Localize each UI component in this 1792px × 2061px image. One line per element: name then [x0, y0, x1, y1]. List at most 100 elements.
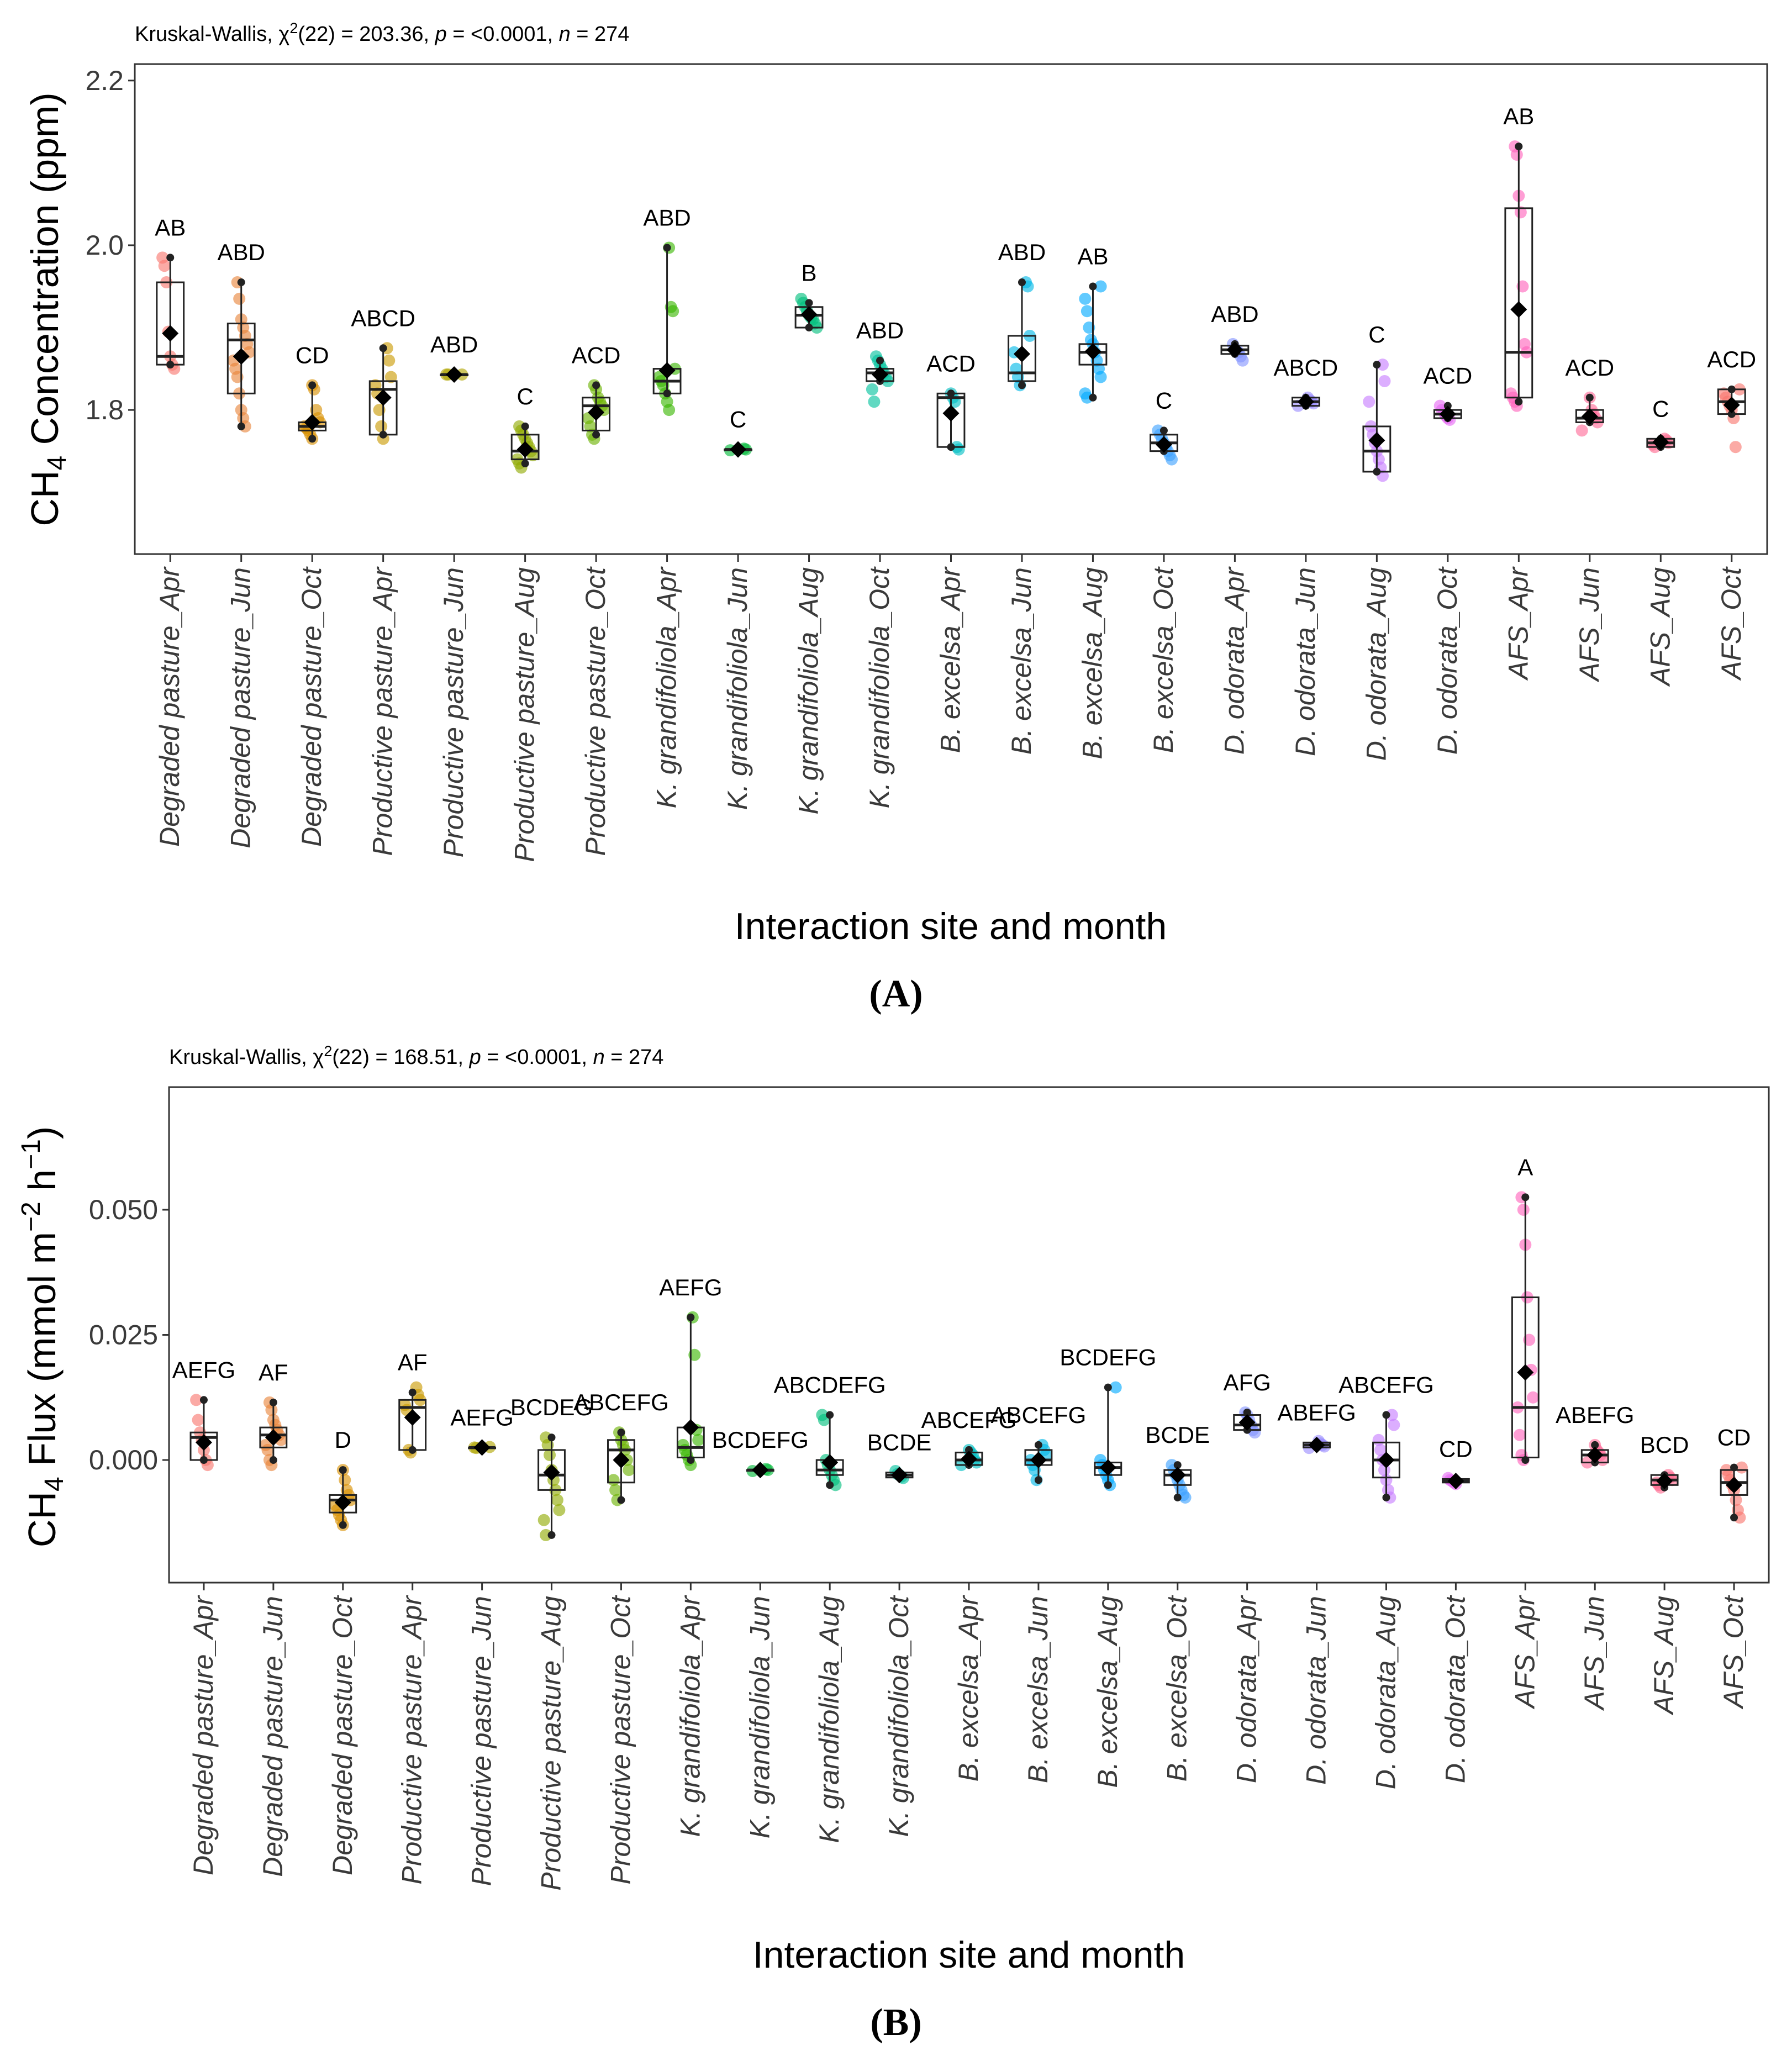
- whisker-min-point: [826, 1481, 834, 1489]
- whisker-max-point: [1089, 282, 1097, 291]
- x-tick-label: Degraded pasture_Oct: [327, 1595, 358, 1875]
- x-axis-label-a: Interaction site and month: [735, 905, 1167, 947]
- category-group: AEFG: [450, 1404, 514, 1456]
- x-tick-label: AFS_Jun: [1579, 1596, 1610, 1711]
- category-group: ACD: [1707, 346, 1756, 454]
- data-point: [1079, 292, 1092, 305]
- mean-marker: [1378, 1452, 1395, 1469]
- data-point: [1166, 453, 1178, 466]
- category-group: ABCEFG: [573, 1389, 669, 1506]
- x-tick-label: Productive pasture_Oct: [580, 566, 611, 856]
- category-group: ABCD: [1274, 355, 1338, 412]
- data-point: [551, 1494, 563, 1506]
- mean-marker: [682, 1419, 699, 1436]
- category-group: C: [510, 383, 540, 474]
- x-tick-label: AFS_Oct: [1718, 1595, 1749, 1710]
- whisker-min-point: [1089, 393, 1097, 402]
- mean-marker: [752, 1462, 769, 1479]
- data-point: [1363, 396, 1375, 408]
- mean-marker: [1099, 1459, 1116, 1476]
- x-tick-label: B. excelsa_Jun: [1006, 567, 1037, 755]
- significance-letters: CD: [296, 342, 329, 368]
- data-point: [537, 1514, 550, 1526]
- significance-letters: ABCEFG: [991, 1402, 1087, 1428]
- significance-letters: AFG: [1223, 1369, 1271, 1395]
- x-tick-label: K. grandifoliola_Oct: [883, 1595, 914, 1837]
- category-group: CD: [296, 342, 329, 445]
- whisker-min-point: [379, 430, 387, 439]
- data-point: [952, 443, 965, 456]
- data-point: [544, 1448, 556, 1461]
- significance-letters: ACD: [1424, 363, 1473, 389]
- iqr-box: [582, 397, 611, 431]
- category-group: BCDE: [1145, 1422, 1210, 1504]
- significance-letters: BCD: [1640, 1432, 1689, 1458]
- mean-marker: [872, 366, 889, 383]
- whisker-max-point: [1018, 278, 1026, 287]
- mean-marker: [1517, 1364, 1534, 1381]
- iqr-box: [537, 1449, 566, 1491]
- x-tick-label: Productive pasture_Jun: [466, 1596, 497, 1886]
- marks-a: AB ABD CD ABCD ABD C ACD ABD C B ABD ACD ABD AB C ABD AB…: [155, 103, 1756, 482]
- category-group: ACD: [926, 350, 976, 456]
- whisker-max-point: [1727, 385, 1736, 393]
- whisker-max-point: [521, 422, 529, 430]
- x-tick-label: Productive pasture_Aug: [509, 567, 540, 862]
- data-point: [375, 420, 388, 433]
- y-ticks-b: 0.000 0.025 0.050: [89, 1194, 169, 1475]
- data-point: [868, 396, 881, 408]
- mean-marker: [1723, 397, 1740, 414]
- plot-frame-b: [168, 1086, 1770, 1584]
- significance-letters: ACD: [572, 342, 621, 368]
- x-ticks-b: Degraded pasture_Apr Degraded pasture_Jun…: [188, 1583, 1749, 1891]
- panel-b: Kruskal-Wallis, χ2(22) = 168.51, p = <0.…: [17, 1043, 1770, 2044]
- category-group: BCDEG: [510, 1394, 593, 1541]
- mean-marker: [942, 405, 960, 422]
- significance-letters: ABCD: [351, 305, 415, 331]
- whisker-min-point: [947, 443, 955, 451]
- whisker-max-point: [199, 1396, 208, 1404]
- stat-text-b: Kruskal-Wallis, χ2(22) = 168.51, p = <0.…: [169, 1043, 663, 1069]
- category-group: AEFG: [172, 1357, 235, 1472]
- significance-letters: D: [335, 1427, 351, 1453]
- mean-marker: [1308, 1436, 1325, 1453]
- x-tick-label: K. grandifoliola_Oct: [864, 566, 895, 808]
- mean-marker: [1368, 432, 1385, 449]
- data-point: [233, 292, 246, 305]
- significance-letters: ABCEFG: [1338, 1372, 1434, 1398]
- data-point: [1109, 1381, 1122, 1394]
- mean-marker: [1439, 405, 1456, 423]
- whisker-min-point: [199, 1456, 208, 1464]
- y-tick-label: 0.025: [89, 1320, 158, 1351]
- whisker-min-point: [408, 1446, 417, 1454]
- data-point: [383, 354, 396, 367]
- y-tick-label: 0.050: [89, 1194, 158, 1225]
- data-point: [692, 1433, 705, 1446]
- significance-letters: ABD: [856, 318, 904, 344]
- x-tick-label: B. excelsa_Aug: [1092, 1596, 1123, 1788]
- significance-letters: ACD: [1707, 346, 1756, 372]
- significance-letters: CD: [1439, 1436, 1473, 1462]
- y-tick-label: 2.0: [85, 230, 124, 261]
- category-group: CD: [1717, 1425, 1751, 1524]
- category-group: ABD: [856, 318, 904, 408]
- mean-marker: [1581, 408, 1598, 425]
- x-tick-label: Productive pasture_Apr: [397, 1595, 428, 1885]
- x-tick-label: Productive pasture_Apr: [367, 566, 398, 856]
- data-point: [231, 371, 244, 383]
- category-group: ACD: [1424, 363, 1473, 426]
- x-tick-label: B. excelsa_Aug: [1077, 567, 1108, 760]
- significance-letters: BCDE: [867, 1430, 932, 1456]
- significance-letters: ABD: [643, 204, 691, 230]
- whisker-min-point: [547, 1531, 556, 1539]
- significance-letters: BCDEG: [510, 1394, 593, 1420]
- whisker-max-point: [547, 1433, 556, 1442]
- mean-marker: [162, 325, 179, 342]
- category-group: AB: [155, 214, 186, 375]
- data-point: [667, 305, 679, 318]
- category-group: ABCDEFG: [774, 1372, 886, 1491]
- mean-marker: [1238, 1414, 1256, 1431]
- whisker-min-point: [1034, 1476, 1042, 1484]
- whisker-min-point: [1521, 1456, 1530, 1464]
- category-group: D: [329, 1427, 357, 1531]
